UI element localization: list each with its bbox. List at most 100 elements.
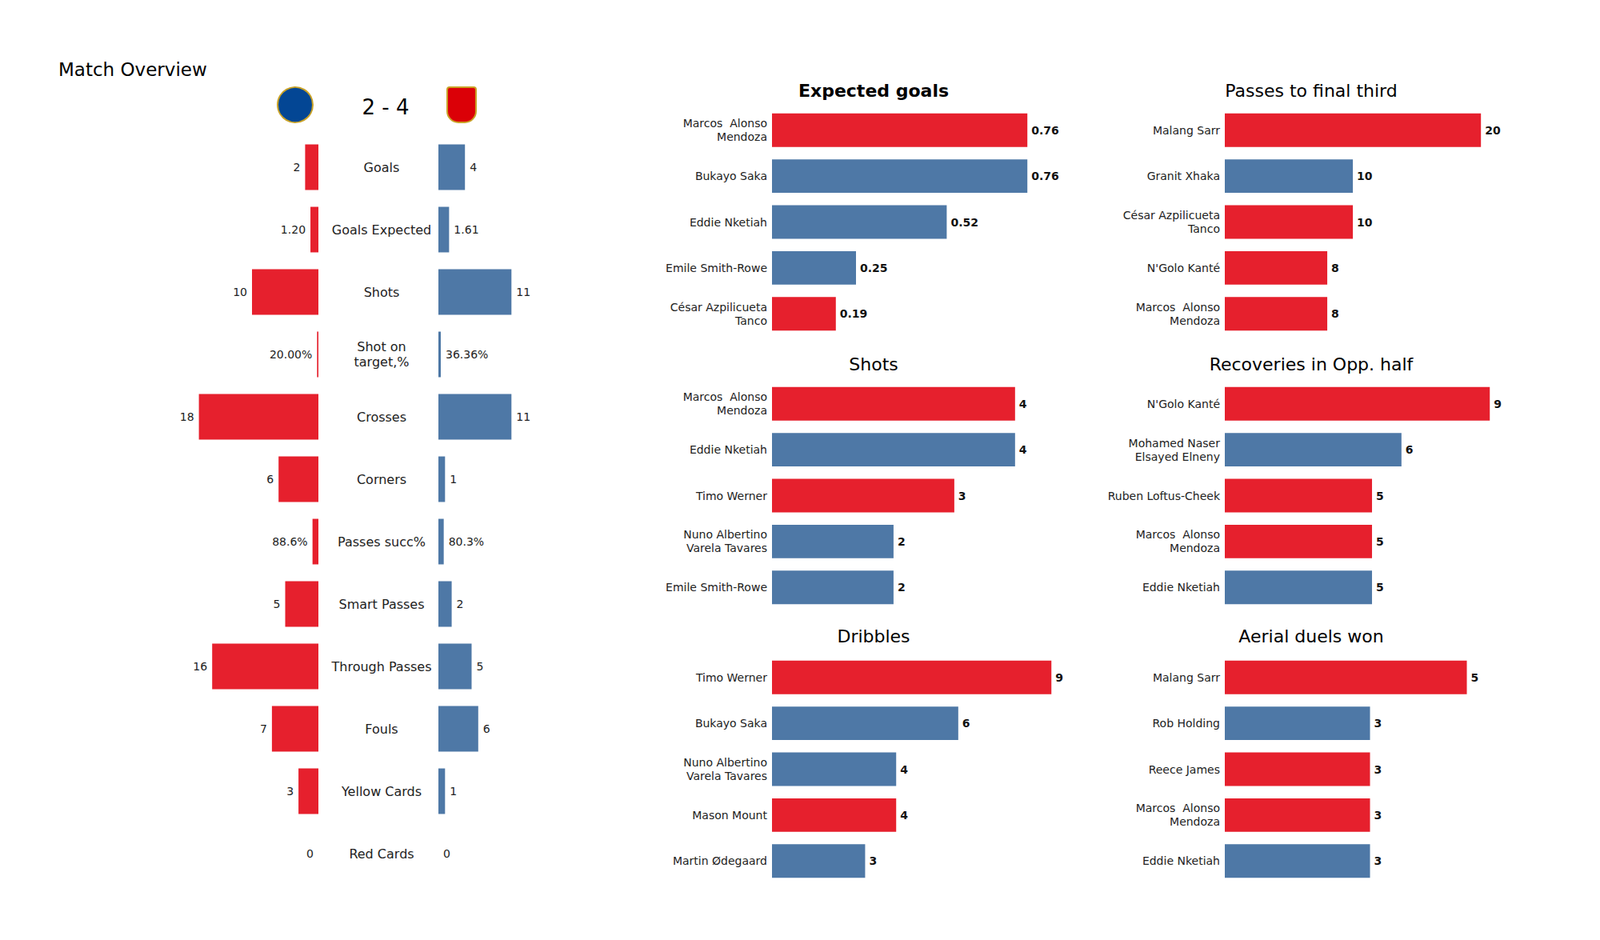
svg-text:3: 3 (286, 784, 294, 798)
svg-text:5: 5 (273, 597, 281, 611)
svg-text:2: 2 (897, 580, 906, 594)
svg-text:Mendoza: Mendoza (716, 404, 768, 417)
svg-text:Mason Mount: Mason Mount (692, 808, 768, 822)
svg-text:6: 6 (1405, 443, 1414, 456)
svg-text:1.20: 1.20 (280, 223, 306, 236)
svg-text:2: 2 (292, 160, 300, 174)
svg-text:Varela Tavares: Varela Tavares (686, 769, 768, 783)
svg-text:4: 4 (900, 763, 908, 776)
svg-text:Tanco: Tanco (734, 314, 768, 328)
svg-text:Marcos Alonso: Marcos Alonso (683, 116, 768, 130)
svg-text:20.00%: 20.00% (269, 348, 312, 361)
svg-text:Nuno Albertino: Nuno Albertino (683, 756, 768, 769)
svg-text:10: 10 (1356, 169, 1373, 183)
svg-text:Passes succ%: Passes succ% (337, 534, 426, 550)
svg-text:N'Golo Kanté: N'Golo Kanté (1147, 397, 1220, 411)
svg-text:Emile Smith-Rowe: Emile Smith-Rowe (665, 261, 768, 275)
svg-text:Shot on: Shot on (356, 339, 406, 355)
svg-text:Eddie Nketiah: Eddie Nketiah (1142, 580, 1220, 594)
svg-text:Varela Tavares: Varela Tavares (686, 541, 768, 555)
svg-text:Eddie Nketiah: Eddie Nketiah (689, 443, 768, 456)
svg-text:Goals: Goals (364, 160, 400, 176)
svg-text:Red Cards: Red Cards (348, 846, 414, 862)
svg-text:4: 4 (1019, 443, 1028, 456)
svg-text:5: 5 (1471, 671, 1480, 684)
svg-text:Marcos Alonso: Marcos Alonso (1136, 528, 1220, 541)
svg-text:Timo Werner: Timo Werner (695, 671, 768, 684)
svg-text:1: 1 (449, 472, 457, 486)
svg-text:Bukayo Saka: Bukayo Saka (695, 169, 768, 183)
svg-text:3: 3 (1374, 808, 1383, 822)
svg-text:Elsayed Elneny: Elsayed Elneny (1135, 450, 1220, 464)
svg-text:Eddie Nketiah: Eddie Nketiah (689, 216, 768, 229)
svg-text:target,%: target,% (354, 354, 410, 370)
svg-text:Mendoza: Mendoza (716, 130, 768, 144)
svg-text:Mendoza: Mendoza (1169, 815, 1220, 828)
svg-text:Ruben Loftus-Cheek: Ruben Loftus-Cheek (1108, 489, 1221, 503)
svg-text:88.6%: 88.6% (272, 535, 308, 548)
svg-text:4: 4 (1019, 397, 1028, 411)
svg-text:Marcos Alonso: Marcos Alonso (1136, 801, 1220, 815)
svg-text:N'Golo Kanté: N'Golo Kanté (1147, 261, 1220, 275)
svg-text:3: 3 (958, 489, 967, 503)
svg-text:Through Passes: Through Passes (330, 659, 432, 675)
svg-text:3: 3 (1374, 716, 1383, 730)
svg-text:César Azpilicueta: César Azpilicueta (670, 300, 768, 314)
svg-text:Eddie Nketiah: Eddie Nketiah (1142, 854, 1220, 868)
svg-text:6: 6 (266, 472, 274, 486)
svg-text:Aerial duels won: Aerial duels won (1238, 626, 1384, 647)
svg-text:18: 18 (180, 410, 195, 424)
svg-text:Rob Holding: Rob Holding (1152, 716, 1220, 730)
svg-text:Yellow Cards: Yellow Cards (340, 784, 422, 800)
svg-text:7: 7 (260, 722, 268, 736)
svg-text:Passes to final third: Passes to final third (1224, 80, 1397, 101)
svg-text:0.76: 0.76 (1031, 124, 1060, 137)
svg-text:5: 5 (1376, 580, 1384, 594)
svg-text:Shots: Shots (364, 284, 400, 300)
svg-text:Marcos Alonso: Marcos Alonso (1136, 300, 1220, 314)
svg-text:Reece James: Reece James (1148, 763, 1220, 776)
svg-text:Crosses: Crosses (356, 409, 407, 425)
svg-text:0: 0 (443, 847, 451, 860)
svg-text:Expected goals: Expected goals (798, 80, 949, 101)
svg-text:11: 11 (516, 285, 531, 299)
svg-text:Bukayo Saka: Bukayo Saka (695, 716, 768, 730)
svg-text:Marcos Alonso: Marcos Alonso (683, 390, 768, 404)
svg-text:36.36%: 36.36% (445, 348, 488, 361)
svg-text:Smart Passes: Smart Passes (338, 596, 424, 612)
svg-text:César Azpilicueta: César Azpilicueta (1123, 208, 1220, 222)
svg-text:4: 4 (469, 160, 477, 174)
svg-text:5: 5 (1376, 489, 1384, 503)
svg-text:Martin Ødegaard: Martin Ødegaard (672, 854, 768, 868)
svg-text:Goals Expected: Goals Expected (332, 222, 432, 238)
svg-text:4: 4 (900, 808, 908, 822)
svg-text:3: 3 (1374, 763, 1383, 776)
svg-text:20: 20 (1484, 124, 1501, 137)
svg-text:Timo Werner: Timo Werner (695, 489, 768, 503)
svg-text:80.3%: 80.3% (448, 535, 484, 548)
svg-text:3: 3 (868, 854, 877, 868)
svg-text:0.52: 0.52 (950, 216, 979, 229)
svg-text:Malang Sarr: Malang Sarr (1152, 124, 1220, 137)
svg-text:0.19: 0.19 (840, 307, 868, 320)
svg-text:6: 6 (962, 716, 971, 730)
svg-text:5: 5 (1376, 535, 1384, 548)
svg-text:Granit Xhaka: Granit Xhaka (1147, 169, 1220, 183)
svg-text:Recoveries in Opp. half: Recoveries in Opp. half (1209, 354, 1415, 375)
svg-text:Mendoza: Mendoza (1169, 314, 1220, 328)
svg-text:Corners: Corners (356, 472, 407, 488)
svg-text:8: 8 (1331, 307, 1340, 320)
svg-text:0.25: 0.25 (860, 261, 888, 275)
svg-text:2: 2 (456, 597, 464, 611)
svg-text:Match Overview: Match Overview (58, 59, 208, 80)
svg-text:Nuno Albertino: Nuno Albertino (683, 528, 768, 541)
svg-text:Tanco: Tanco (1187, 222, 1220, 236)
svg-text:1.61: 1.61 (453, 223, 479, 236)
svg-text:0: 0 (306, 847, 314, 860)
svg-text:Malang Sarr: Malang Sarr (1152, 671, 1220, 684)
svg-text:10: 10 (1356, 216, 1373, 229)
svg-text:10: 10 (232, 285, 248, 299)
svg-text:Mendoza: Mendoza (1169, 541, 1220, 555)
svg-text:Dribbles: Dribbles (836, 626, 910, 647)
svg-text:2 - 4: 2 - 4 (362, 95, 410, 120)
